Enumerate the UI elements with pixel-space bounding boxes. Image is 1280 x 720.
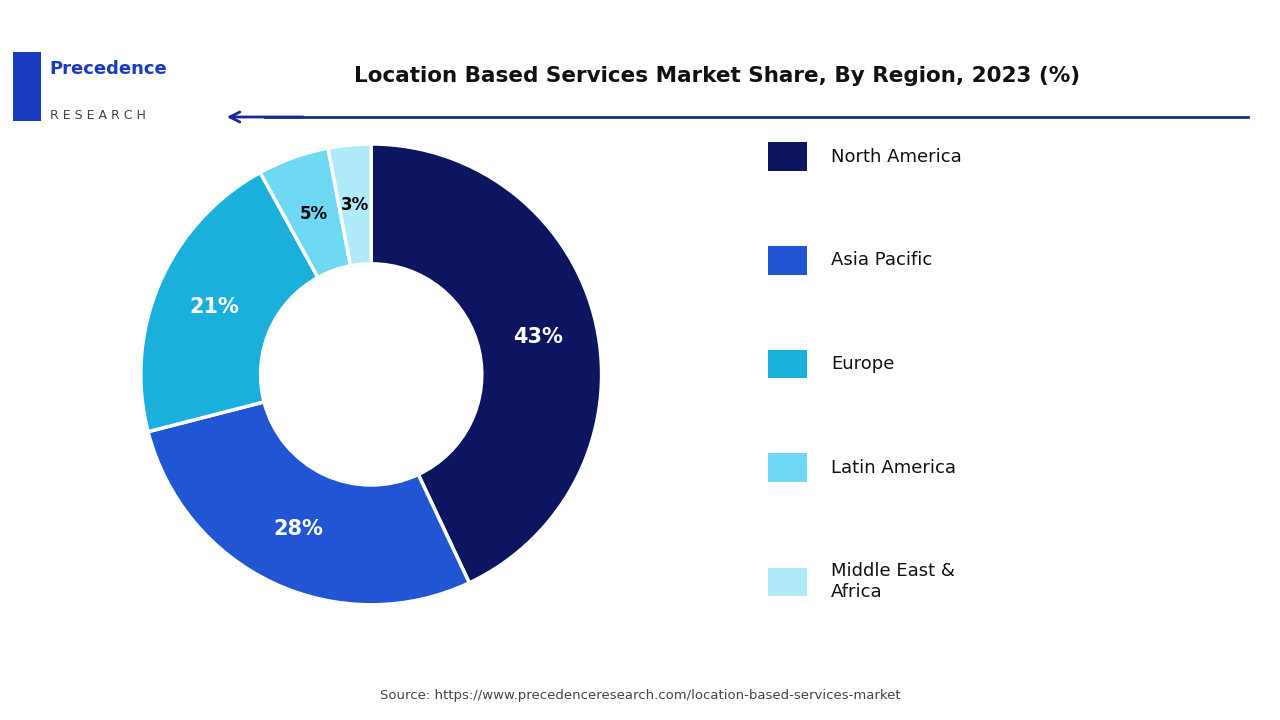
- Text: 28%: 28%: [274, 518, 324, 539]
- Wedge shape: [328, 144, 371, 266]
- Wedge shape: [141, 173, 317, 432]
- FancyBboxPatch shape: [768, 143, 806, 171]
- FancyBboxPatch shape: [768, 246, 806, 274]
- FancyBboxPatch shape: [768, 567, 806, 596]
- Wedge shape: [260, 148, 351, 277]
- Text: Precedence: Precedence: [50, 60, 168, 78]
- Bar: [13, 52, 41, 121]
- Text: R E S E A R C H: R E S E A R C H: [50, 109, 146, 122]
- Wedge shape: [371, 144, 602, 583]
- Text: Location Based Services Market Share, By Region, 2023 (%): Location Based Services Market Share, By…: [353, 66, 1080, 86]
- Wedge shape: [148, 402, 470, 605]
- Text: Source: https://www.precedenceresearch.com/location-based-services-market: Source: https://www.precedenceresearch.c…: [380, 689, 900, 702]
- Text: 3%: 3%: [340, 196, 369, 214]
- Text: Asia Pacific: Asia Pacific: [831, 251, 933, 269]
- FancyBboxPatch shape: [768, 350, 806, 378]
- Text: 43%: 43%: [513, 327, 562, 347]
- Text: Middle East &
Africa: Middle East & Africa: [831, 562, 955, 601]
- Text: Europe: Europe: [831, 355, 895, 373]
- FancyBboxPatch shape: [768, 454, 806, 482]
- Text: 21%: 21%: [189, 297, 239, 317]
- Text: 5%: 5%: [300, 205, 328, 223]
- Text: North America: North America: [831, 148, 963, 166]
- Text: Latin America: Latin America: [831, 459, 956, 477]
